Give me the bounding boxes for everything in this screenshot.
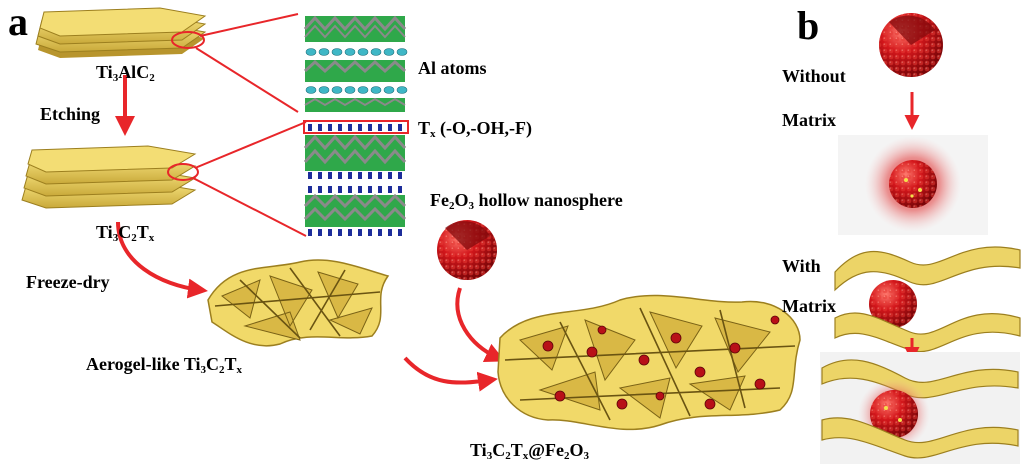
crystal-structure [303, 15, 409, 236]
label-freeze-dry: Freeze-dry [26, 272, 110, 292]
label-tx-groups: Tx (-O,-OH,-F) [418, 118, 532, 140]
zoom-lines [192, 13, 307, 237]
label-with: With [782, 256, 821, 276]
label-al-atoms: Al atoms [418, 58, 487, 78]
label-composite: Ti3C2Tx@Fe2O3 [470, 440, 589, 462]
panel-b-graphics [820, 13, 1021, 464]
ti3alc2-stack [35, 7, 207, 58]
fe2o3-nanosphere [437, 220, 497, 280]
panel-label-a: a [8, 0, 28, 44]
tx-highlight-box [303, 120, 409, 134]
label-matrix-2: Matrix [782, 296, 836, 316]
label-etching: Etching [40, 104, 101, 124]
ti3c2tx-stack [21, 145, 199, 209]
panel-label-b: b [797, 3, 820, 48]
fe2o3-particles [542, 315, 780, 410]
label-fe2o3-nanosphere: Fe2O3 hollow nanosphere [430, 190, 623, 212]
aerogel-network [207, 259, 390, 347]
label-ti3c2tx: Ti3C2Tx [96, 222, 155, 244]
al-atom-row [305, 48, 408, 56]
label-without: Without [782, 66, 846, 86]
process-arrows [115, 75, 506, 392]
composite-network [497, 294, 801, 431]
label-matrix-1: Matrix [782, 110, 836, 130]
label-ti3alc2: Ti3AlC2 [96, 62, 155, 84]
label-aerogel: Aerogel-like Ti3C2Tx [86, 354, 243, 376]
